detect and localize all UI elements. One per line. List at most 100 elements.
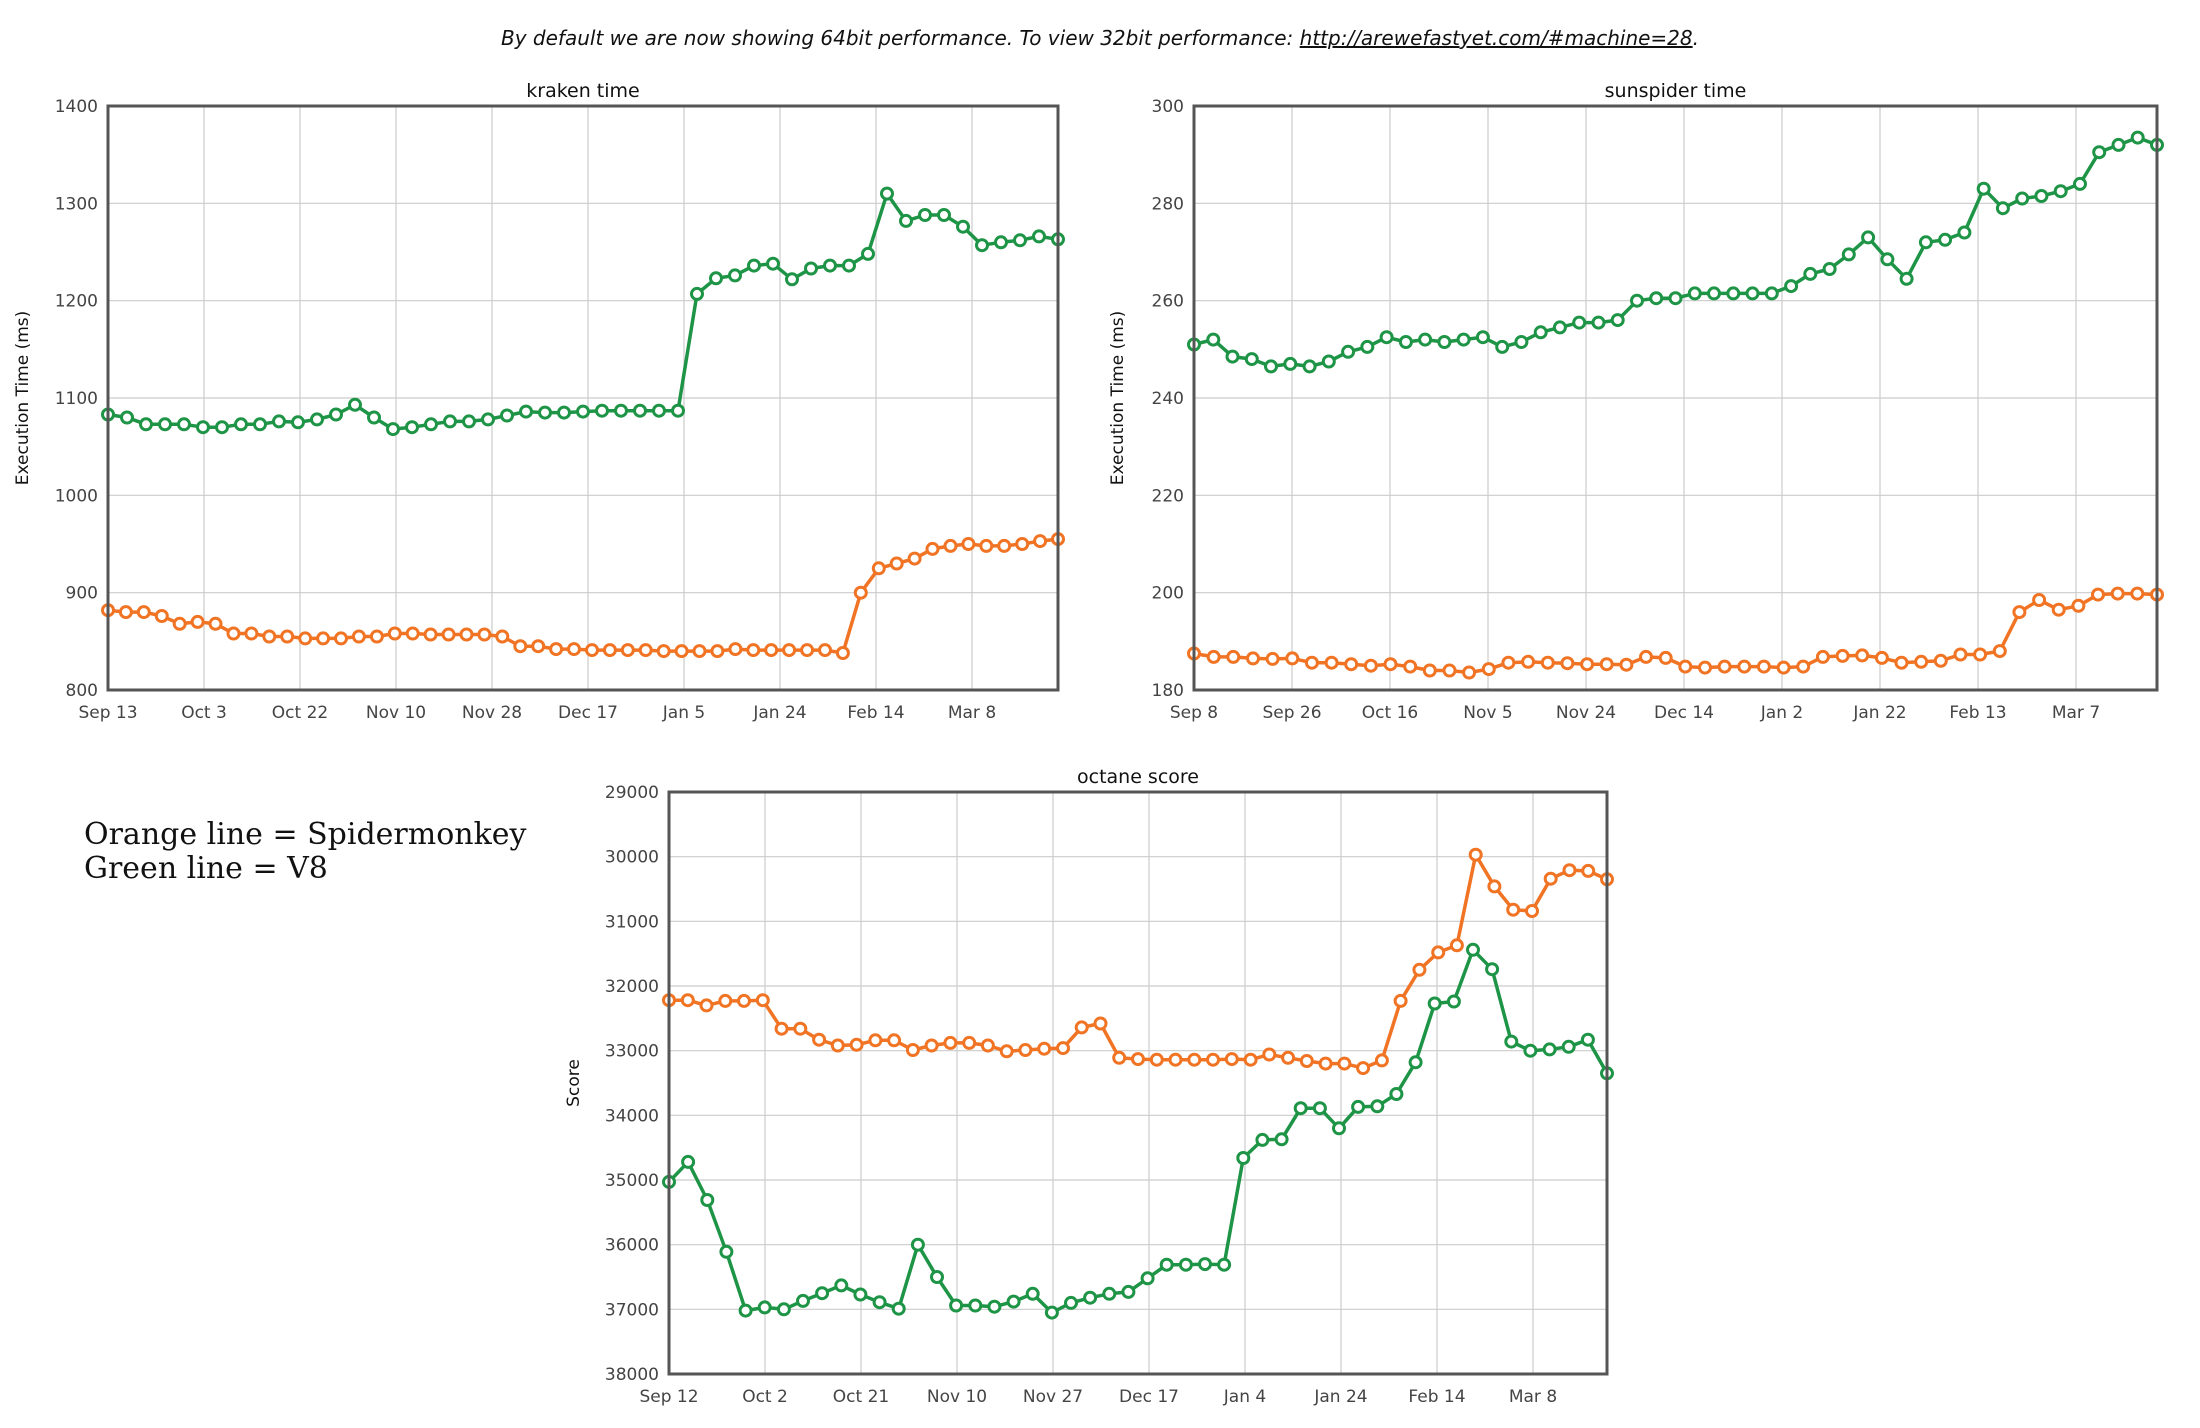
v8-data-point	[424, 417, 438, 432]
y-tick-label: 240	[1152, 389, 1184, 409]
v8-data-point	[329, 407, 343, 422]
spidermonkey-data-point	[656, 644, 671, 659]
spidermonkey-data-point	[737, 993, 751, 1008]
v8-data-point	[671, 403, 685, 418]
spidermonkey-data-point	[1776, 660, 1791, 675]
v8-data-point	[139, 417, 153, 432]
v8-data-point	[910, 1237, 925, 1252]
v8-data-point	[1533, 325, 1548, 340]
v8-data-point	[796, 1293, 810, 1308]
spidermonkey-data-point	[1337, 1056, 1352, 1071]
x-tick-label: Jan 2	[1760, 703, 1803, 723]
x-tick-label: Mar 8	[948, 703, 996, 723]
spidermonkey-data-point	[980, 1038, 995, 1053]
v8-data-point	[1370, 1099, 1385, 1114]
spidermonkey-data-point	[764, 643, 779, 658]
spidermonkey-data-point	[172, 616, 187, 631]
legend-note-v8: Green line = V8	[84, 851, 328, 886]
v8-data-point	[519, 404, 533, 419]
spidermonkey-data-point	[1187, 1052, 1202, 1067]
machine-28-link[interactable]: http://arewefastyet.com/#machine=28	[1299, 26, 1693, 50]
v8-data-point	[234, 417, 248, 432]
v8-data-point	[766, 256, 780, 271]
spidermonkey-data-point	[316, 631, 331, 646]
y-tick-label: 300	[1152, 97, 1184, 117]
v8-data-point	[834, 1278, 849, 1293]
spidermonkey-data-point	[280, 629, 295, 644]
spidermonkey-data-point	[692, 644, 707, 659]
v8-data-point	[1995, 201, 2010, 216]
v8-data-point	[2073, 176, 2087, 191]
v8-data-point	[120, 410, 134, 425]
v8-series-line	[667, 948, 1609, 1315]
v8-data-point	[405, 420, 419, 435]
y-tick-label: 29000	[605, 783, 659, 803]
y-tick-label: 1400	[55, 97, 98, 117]
v8-data-point	[2130, 130, 2145, 145]
x-tick-label: Nov 27	[1023, 1387, 1083, 1407]
spidermonkey-data-point	[1403, 659, 1418, 674]
x-tick-label: Jan 24	[1313, 1387, 1367, 1407]
spidermonkey-data-point	[853, 585, 868, 600]
spidermonkey-data-point	[1599, 657, 1614, 672]
spidermonkey-data-point	[1356, 1061, 1371, 1076]
x-tick-label: Sep 8	[1170, 703, 1218, 723]
v8-data-point	[462, 414, 476, 429]
v8-data-point	[815, 1286, 830, 1301]
v8-data-point	[652, 403, 666, 418]
y-tick-label: 1000	[55, 486, 98, 506]
spidermonkey-data-point	[674, 644, 689, 659]
v8-data-point	[1687, 286, 1702, 301]
v8-data-point	[1880, 252, 1895, 267]
y-tick-label: 1100	[55, 389, 98, 409]
spidermonkey-data-point	[567, 642, 581, 657]
spidermonkey-data-point	[1874, 650, 1889, 665]
chart-title: octane score	[1077, 766, 1199, 788]
spidermonkey-data-point	[585, 643, 599, 658]
plot-frame	[667, 790, 1609, 1376]
spidermonkey-data-point	[1304, 655, 1319, 670]
v8-data-point	[1861, 230, 1876, 245]
spidermonkey-data-point	[979, 538, 994, 553]
spidermonkey-data-point	[1698, 660, 1712, 675]
spidermonkey-data-point	[1501, 655, 1516, 670]
spidermonkey-data-point	[924, 1038, 939, 1053]
kraken-time-chart: 800 900 1000 1100 1200 1300 1400 Sep 13 Oct 3 Oct…	[13, 80, 1065, 723]
spidermonkey-data-point	[1033, 534, 1048, 549]
v8-data-point	[709, 271, 723, 286]
v8-data-point	[975, 238, 989, 253]
spidermonkey-data-point	[1112, 1050, 1127, 1065]
y-axis-label: Execution Time (ms)	[13, 311, 33, 486]
v8-data-point	[1274, 1132, 1289, 1147]
x-tick-label: Jan 22	[1852, 703, 1906, 723]
x-tick-label: Nov 24	[1556, 703, 1616, 723]
v8-data-point	[614, 403, 628, 418]
v8-data-point	[595, 403, 609, 418]
spidermonkey-data-point	[1449, 938, 1464, 953]
v8-data-point	[1552, 320, 1567, 335]
plot-frame	[106, 104, 1060, 692]
v8-data-point	[367, 410, 381, 425]
v8-data-point	[1360, 339, 1375, 354]
v8-data-point	[1217, 1257, 1232, 1272]
v8-data-point	[1580, 1032, 1595, 1047]
x-tick-label: Mar 8	[1509, 1387, 1557, 1407]
spidermonkey-data-point	[1206, 649, 1221, 664]
v8-data-point	[500, 408, 514, 423]
spidermonkey-data-point	[1835, 648, 1850, 663]
x-tick-label: Dec 14	[1654, 703, 1714, 723]
x-tick-label: Dec 17	[1119, 1387, 1179, 1407]
x-tick-label: Oct 22	[272, 703, 328, 723]
note-prefix: By default we are now showing 64bit perf…	[501, 26, 1300, 50]
v8-data-point	[1466, 942, 1480, 957]
spidermonkey-data-point	[1562, 863, 1577, 878]
performance-note: By default we are now showing 64bit perf…	[0, 26, 2200, 50]
v8-data-point	[918, 208, 932, 222]
v8-data-point	[633, 403, 647, 418]
v8-data-point	[994, 235, 1008, 250]
v8-data-point	[700, 1193, 715, 1207]
spidermonkey-data-point	[1374, 1053, 1389, 1068]
v8-data-point	[719, 1244, 734, 1259]
v8-data-point	[842, 258, 856, 273]
y-tick-label: 800	[66, 681, 98, 701]
